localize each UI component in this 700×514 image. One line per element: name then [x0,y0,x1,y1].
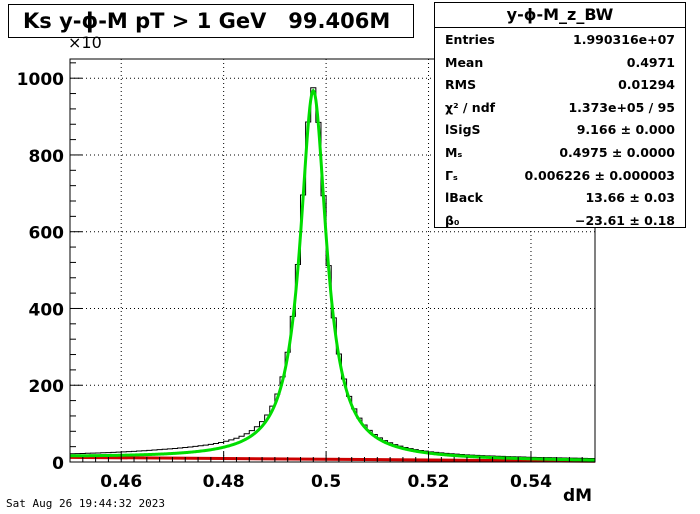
background-fit-line [69,455,596,463]
y-tick-label: 0 [52,454,64,474]
stats-value: 0.01294 [618,77,675,93]
y-multiplier: ×10 [68,33,102,52]
x-tick-label: 0.48 [203,472,245,492]
stats-box: y-ϕ-M_z_BW Entries 1.990316e+07 Mean 0.497… [434,2,686,228]
stats-row: β₀ −23.61 ± 0.18 [435,209,685,232]
stats-row: Γₛ 0.006226 ± 0.000003 [435,164,685,187]
x-tick-label: 0.54 [510,472,552,492]
stats-row: RMS 0.01294 [435,73,685,96]
stats-value: 13.66 ± 0.03 [585,190,675,206]
stats-row: lBack 13.66 ± 0.03 [435,186,685,209]
y-tick-label: 800 [29,147,65,167]
chart-title: Ks y-ϕ-M pT > 1 GeV 99.406M [8,4,414,38]
stats-row: lSigS 9.166 ± 0.000 [435,118,685,141]
stats-key: β₀ [445,212,460,228]
stats-value: 9.166 ± 0.000 [576,122,675,138]
y-tick-label: 1000 [17,70,64,90]
stats-key: RMS [445,77,477,93]
stats-value: 0.006226 ± 0.000003 [524,167,675,183]
plot-frame [69,58,596,463]
stats-value: 1.373e+05 / 95 [568,99,675,115]
stats-key: lBack [445,190,483,206]
stats-title: y-ϕ-M_z_BW [435,3,685,28]
stats-row: Entries 1.990316e+07 [435,28,685,51]
y-tick-label: 600 [29,224,65,244]
fit-curve [69,88,596,462]
x-axis-label: dM [563,486,593,506]
stats-key: Mean [445,54,484,70]
stats-value: −23.61 ± 0.18 [574,212,675,228]
x-tick-label: 0.5 [311,472,341,492]
y-tick-label: 200 [29,377,65,397]
x-tick-label: 0.46 [100,472,142,492]
stats-key: Γₛ [445,167,458,183]
timestamp-footer: Sat Aug 26 19:44:32 2023 [6,497,165,510]
stats-key: χ² / ndf [445,99,496,115]
stats-row: χ² / ndf 1.373e+05 / 95 [435,96,685,119]
stats-key: lSigS [445,122,481,138]
x-tick-label: 0.52 [408,472,450,492]
stats-row: Mean 0.4971 [435,51,685,74]
stats-key: Entries [445,32,495,47]
stats-key: Mₛ [445,144,463,160]
stats-value: 1.990316e+07 [573,32,675,47]
stats-value: 0.4971 [626,54,675,70]
stats-row: Mₛ 0.4975 ± 0.0000 [435,141,685,164]
stats-value: 0.4975 ± 0.0000 [559,144,675,160]
y-tick-label: 400 [29,300,65,320]
